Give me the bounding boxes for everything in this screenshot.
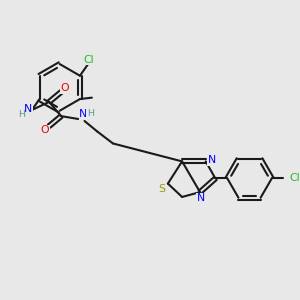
Text: N: N (196, 194, 205, 203)
Text: Cl: Cl (290, 173, 300, 184)
Text: N: N (24, 104, 32, 114)
Text: O: O (60, 83, 69, 93)
Text: H: H (87, 110, 94, 118)
Text: H: H (18, 110, 25, 118)
Text: S: S (159, 184, 166, 194)
Text: O: O (40, 125, 49, 135)
Text: N: N (208, 155, 216, 165)
Text: N: N (79, 109, 88, 119)
Text: Cl: Cl (83, 55, 94, 64)
